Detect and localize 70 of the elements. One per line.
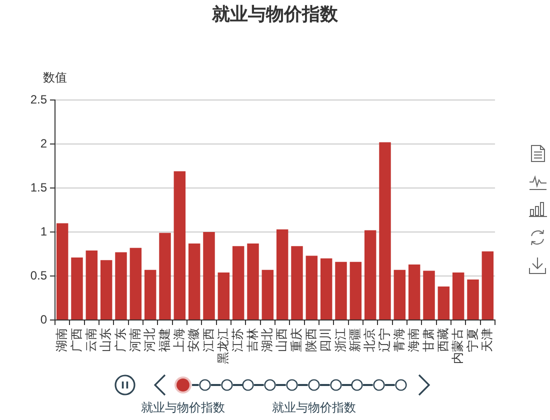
y-tick-label: 1.5 (30, 180, 48, 194)
bar (159, 232, 171, 320)
y-tick-label: 2.5 (30, 92, 48, 106)
bar (438, 286, 450, 320)
x-tick-label: 北京 (362, 328, 377, 352)
bar (144, 270, 156, 320)
x-tick-label: 河南 (128, 328, 142, 352)
bar (56, 223, 68, 320)
bar (276, 229, 288, 320)
bar (100, 260, 112, 320)
bar (467, 280, 479, 320)
bar (364, 230, 376, 320)
y-axis-title: 数值 (43, 70, 67, 84)
text: 就业与物价指数 (272, 400, 356, 414)
x-tick-label: 河北 (142, 328, 157, 352)
bar (408, 264, 420, 320)
x-tick-label: 宁夏 (465, 328, 480, 352)
bar (291, 246, 303, 320)
x-tick-label: 天津 (480, 328, 494, 352)
bar (306, 256, 318, 320)
x-tick-label: 湖北 (260, 328, 274, 352)
y-tick-label: 0.5 (30, 268, 48, 282)
x-tick-label: 广东 (113, 328, 128, 352)
x-tick-label: 重庆 (289, 328, 304, 352)
x-tick-label: 吉林 (245, 328, 260, 352)
text: 就业与物价指数 (141, 400, 225, 414)
x-tick-label: 青海 (392, 328, 406, 352)
bar (320, 258, 332, 320)
x-tick-label: 山西 (274, 328, 289, 352)
x-tick-label: 甘肃 (421, 328, 436, 352)
x-tick-label: 辽宁 (377, 328, 392, 352)
chart-title: 就业与物价指数 (211, 4, 339, 24)
x-tick-label: 四川 (318, 328, 333, 352)
bar (130, 248, 142, 320)
x-tick-label: 海南 (406, 328, 421, 352)
y-tick-label: 0 (40, 312, 48, 326)
bar (203, 232, 215, 320)
x-tick-label: 江苏 (230, 328, 245, 352)
x-tick-label: 安徽 (186, 328, 201, 352)
bar (335, 262, 347, 320)
x-tick-label: 内蒙古 (450, 328, 465, 364)
bar (482, 251, 494, 320)
bar (218, 272, 230, 320)
x-tick-label: 陕西 (304, 328, 318, 352)
bar (188, 243, 200, 320)
x-tick-label: 黑龙江 (216, 328, 230, 364)
x-tick-label: 新疆 (348, 328, 362, 352)
bar (86, 250, 98, 320)
x-tick-label: 广西 (69, 328, 84, 352)
bar (394, 270, 406, 320)
bar (350, 262, 362, 320)
x-tick-label: 西藏 (436, 328, 450, 352)
bar (379, 142, 391, 320)
x-tick-label: 上海 (172, 328, 186, 352)
y-tick-label: 1 (40, 224, 48, 238)
bar (423, 270, 435, 320)
x-tick-label: 湖南 (54, 328, 69, 352)
x-tick-label: 江西 (201, 328, 216, 352)
bar (71, 258, 83, 320)
bar (232, 246, 244, 320)
x-tick-label: 云南 (84, 328, 98, 352)
x-tick-label: 福建 (157, 328, 172, 352)
bar (247, 243, 259, 320)
x-tick-label: 浙江 (333, 328, 348, 352)
bar (452, 272, 464, 320)
bar (262, 270, 274, 320)
x-tick-label: 山东 (98, 328, 113, 352)
bar (174, 171, 186, 320)
bar (115, 252, 127, 320)
y-tick-label: 2 (40, 136, 48, 150)
